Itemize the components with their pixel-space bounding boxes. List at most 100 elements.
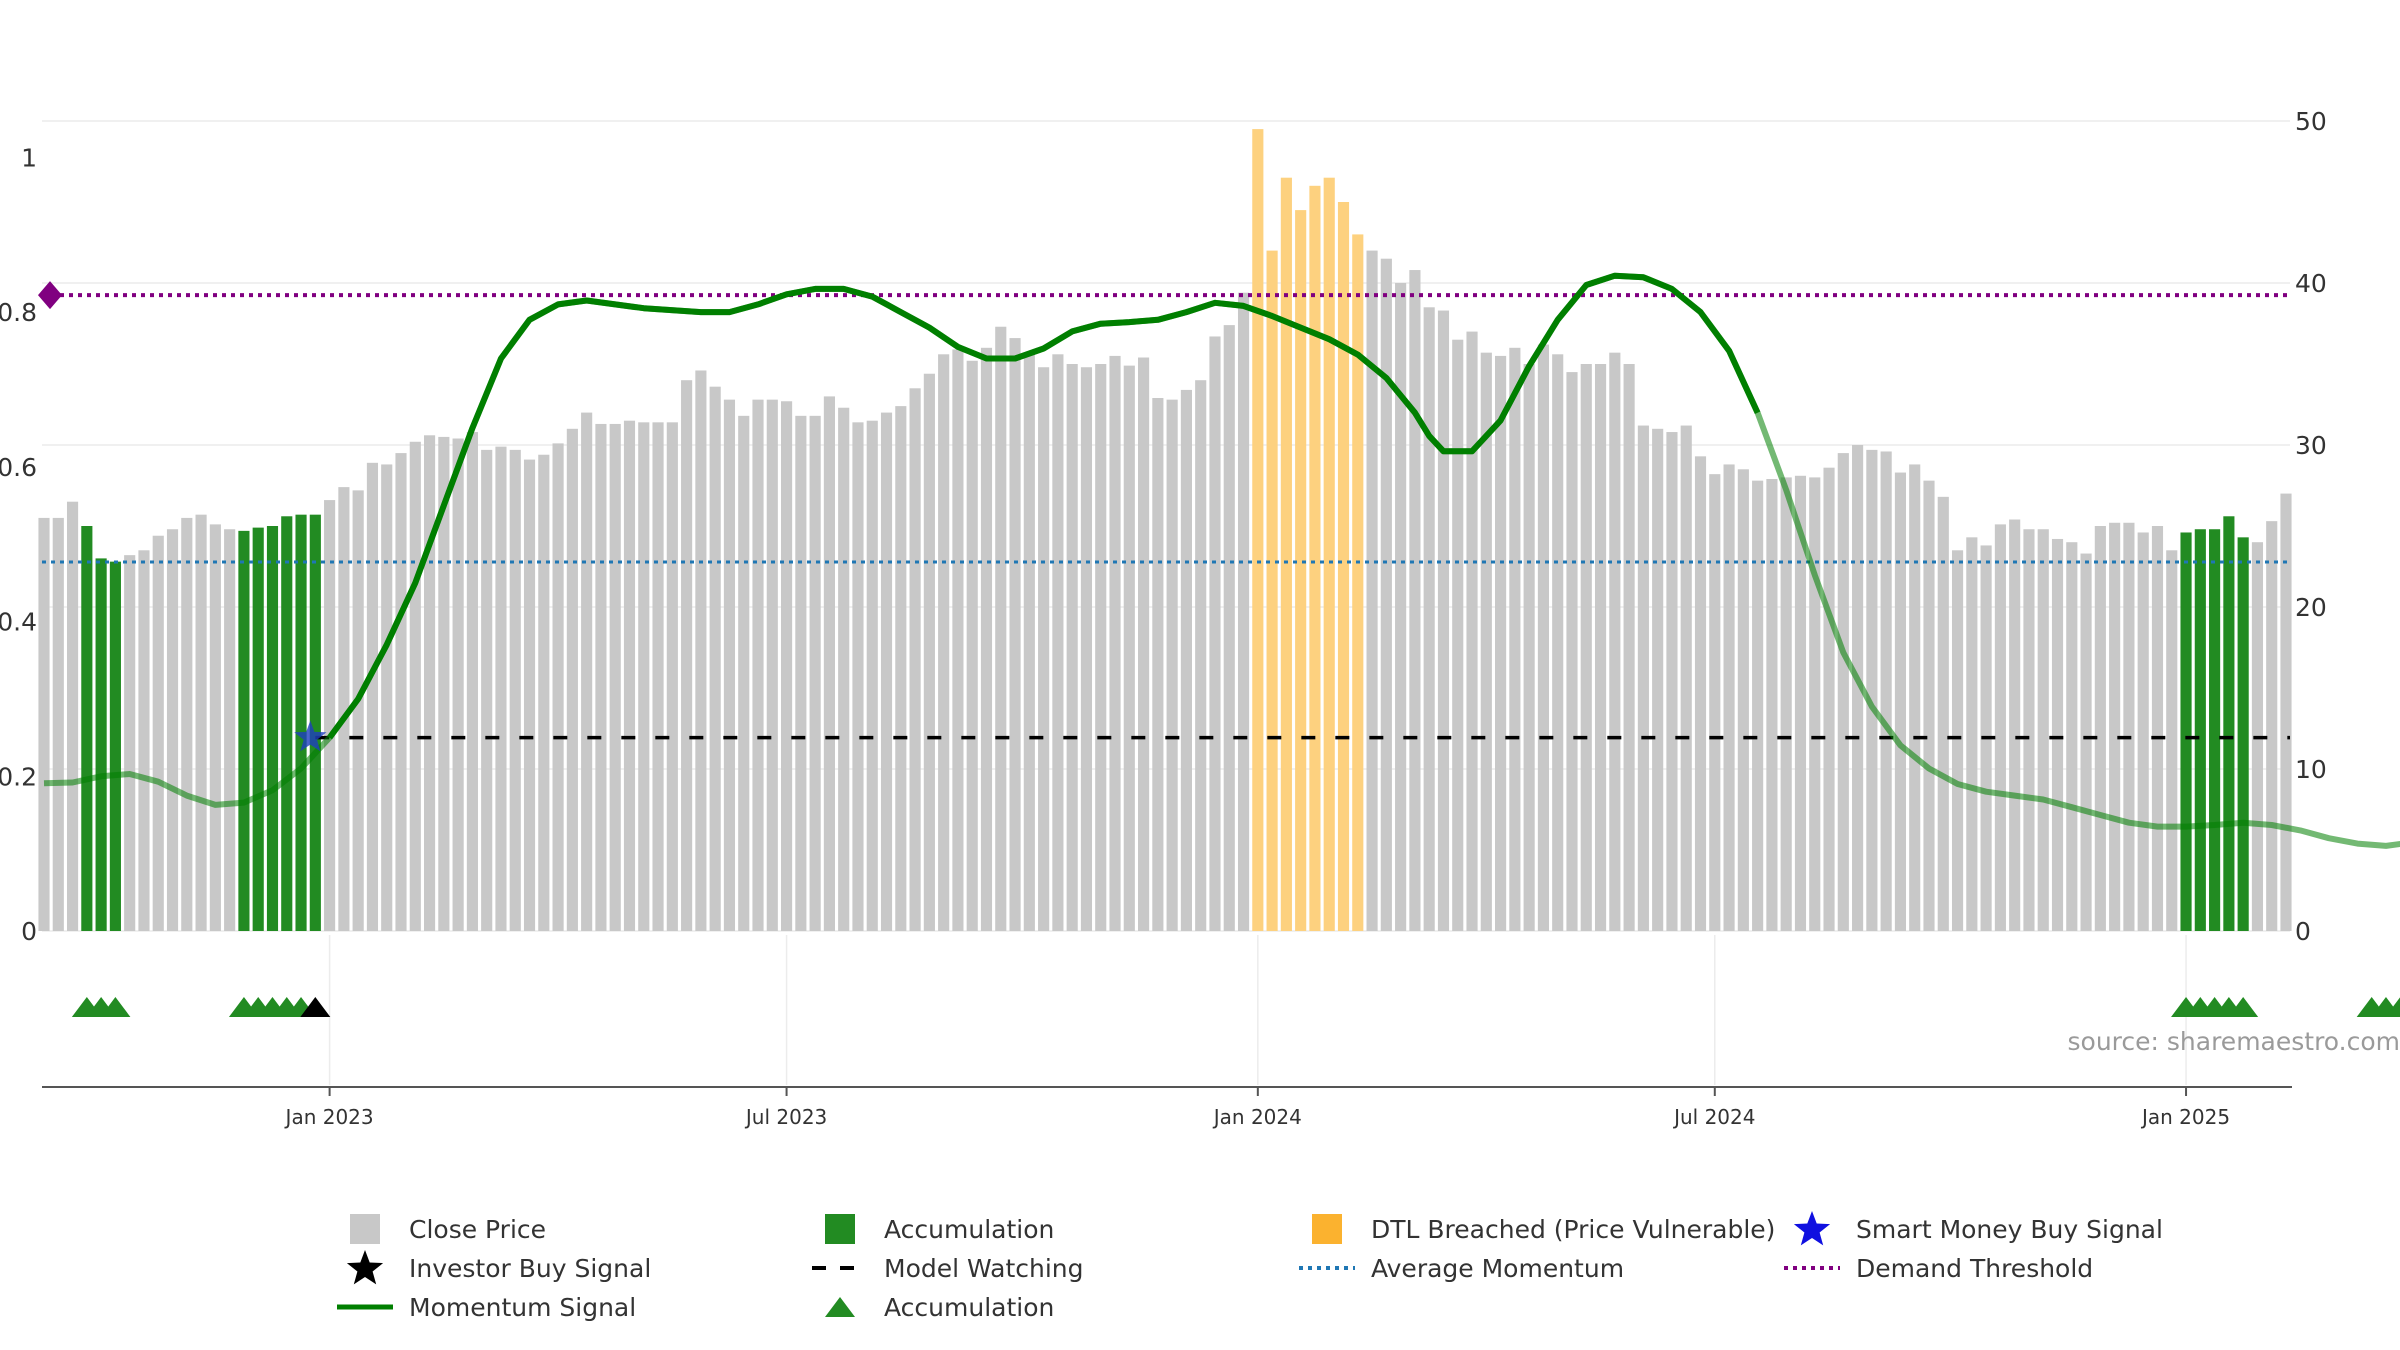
right-axis-tick-label: 50: [2295, 107, 2327, 136]
close-price-bar: [695, 370, 707, 932]
close-price-bar: [66, 501, 79, 931]
legend-item: Accumulation: [810, 1210, 1054, 1248]
reference-lines: [38, 281, 2290, 740]
close-price-bar: [1852, 445, 1864, 931]
close-price-bar: [1552, 354, 1564, 931]
close-price-bar: [366, 462, 379, 931]
legend-item: Average Momentum: [1297, 1249, 1624, 1287]
accumulation-bar: [2180, 532, 2192, 931]
close-price-bar: [166, 529, 179, 931]
dtl-breached-bar: [1295, 210, 1307, 932]
close-price-bar: [1009, 338, 1021, 932]
close-price-bar: [1909, 464, 1921, 931]
legend-item: Investor Buy Signal: [335, 1249, 651, 1287]
source-label: source: sharemaestro.com: [2068, 1027, 2400, 1056]
legend-symbol: [1297, 1210, 1357, 1248]
close-price-bar: [566, 428, 578, 931]
close-price-bar: [2051, 538, 2064, 931]
close-price-bar: [838, 407, 850, 931]
legend-symbol: [810, 1210, 870, 1248]
close-price-bar: [1652, 428, 1664, 931]
close-price-bar: [1423, 307, 1435, 931]
legend-label: Accumulation: [884, 1292, 1055, 1322]
close-price-bar: [52, 517, 64, 931]
right-axis-tick-label: 0: [2295, 917, 2311, 946]
dtl-breached-bar: [1280, 177, 1292, 931]
legend-item: Smart Money Buy Signal: [1782, 1210, 2163, 1248]
close-price-bar: [2166, 550, 2178, 931]
close-price-bar: [1509, 347, 1521, 931]
close-price-bar: [2023, 529, 2035, 931]
close-price-bar: [752, 399, 764, 931]
close-price-bar: [2123, 522, 2135, 931]
legend-label: Accumulation: [884, 1214, 1055, 1244]
accumulation-bar: [252, 527, 264, 931]
close-price-bar: [709, 386, 721, 931]
close-price-bar: [723, 399, 736, 931]
close-price-bar: [1223, 325, 1235, 931]
legend-symbol: [335, 1210, 395, 1248]
close-price-bar: [1737, 469, 1749, 931]
close-price-bar: [481, 449, 493, 931]
close-price-bar: [852, 422, 864, 931]
close-price-bar: [966, 360, 978, 931]
accumulation-bar: [2237, 537, 2249, 931]
x-tick-label: Jul 2024: [1672, 1105, 1755, 1129]
legend-symbol: [810, 1288, 870, 1326]
close-price-bar: [2151, 526, 2164, 931]
legend-item: DTL Breached (Price Vulnerable): [1297, 1210, 1775, 1248]
close-price-bar: [1080, 367, 1093, 931]
close-price-bar: [1951, 550, 1964, 931]
momentum-signal-strong: [327, 272, 1761, 740]
close-price-bar: [1837, 453, 1849, 931]
right-axis-tick-label: 10: [2295, 755, 2327, 784]
close-price-bar: [1495, 355, 1507, 931]
close-price-bar: [1694, 456, 1707, 931]
close-price-bar: [1866, 449, 1878, 931]
close-price-bar: [1680, 425, 1692, 931]
left-axis-tick-label: 0.4: [0, 608, 37, 637]
legend-symbol: [335, 1249, 395, 1287]
right-axis-tick-label: 40: [2295, 269, 2327, 298]
close-price-bar: [381, 464, 393, 931]
close-price-bar: [652, 422, 664, 931]
close-price-bar: [1023, 354, 1035, 931]
close-price-bar: [2280, 493, 2292, 931]
close-price-bar: [1994, 524, 2006, 931]
close-price-bar: [124, 555, 136, 931]
close-price-bar: [1138, 357, 1150, 931]
legend-label: Investor Buy Signal: [409, 1253, 652, 1283]
close-price-bar: [1180, 389, 1192, 931]
accumulation-bar: [2209, 529, 2221, 931]
close-price-bar: [2080, 553, 2092, 931]
close-price-bar: [1766, 479, 1778, 931]
legend-symbol: [335, 1288, 395, 1326]
price-bars: [38, 129, 2292, 932]
close-price-bar: [1623, 364, 1635, 931]
close-price-bar: [952, 349, 964, 931]
left-axis-tick-label: 0.2: [0, 762, 37, 791]
dtl-breached-bar: [1309, 185, 1321, 932]
dtl-breached-bar: [1266, 250, 1278, 932]
close-price-bar: [466, 432, 478, 931]
left-axis-tick-label: 0.6: [0, 453, 37, 482]
right-axis-tick-label: 20: [2295, 593, 2327, 622]
accumulation-bar: [95, 558, 107, 931]
close-price-bar: [1594, 364, 1607, 931]
legend-symbol: [1297, 1249, 1357, 1287]
dtl-breached-bar: [1323, 177, 1335, 931]
accumulation-bar: [295, 514, 307, 931]
close-price-bar: [795, 415, 807, 932]
left-axis-tick-label: 1: [21, 143, 37, 172]
close-price-bar: [638, 422, 650, 931]
close-price-bar: [1566, 372, 1578, 932]
legend-label: Average Momentum: [1371, 1253, 1625, 1283]
close-price-bar: [623, 420, 636, 931]
close-price-bar: [38, 517, 50, 931]
close-price-bar: [538, 454, 550, 931]
accumulation-bar: [281, 516, 293, 931]
legend-label: Close Price: [409, 1214, 547, 1244]
close-price-bar: [1209, 336, 1221, 932]
close-price-bar: [609, 423, 621, 931]
